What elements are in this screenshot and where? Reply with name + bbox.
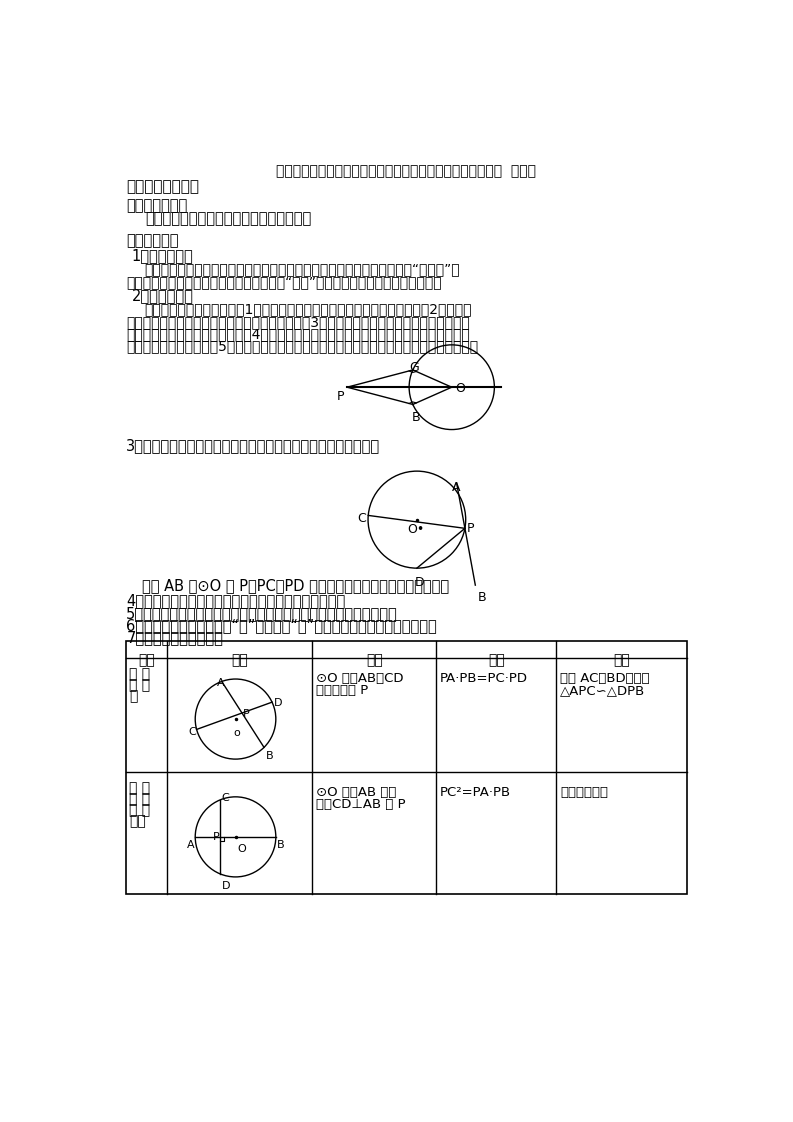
Text: 连结 AC、BD，证：: 连结 AC、BD，证：: [560, 672, 650, 686]
Text: O•: O•: [407, 523, 424, 535]
Text: 两个半径的夹角互补；（5）圆外一点与圆心的连线，平分过这点向圆引的两条切线所夹的角。: 两个半径的夹角互补；（5）圆外一点与圆心的连线，平分过这点向圆引的两条切线所夹的…: [126, 340, 478, 353]
Text: O: O: [455, 381, 465, 395]
Text: B: B: [477, 591, 486, 605]
Text: 切线长是在经过圆外一点的圆的切线上，这点和切点之间的线段的长度，“切线长”是: 切线长是在经过圆外一点的圆的切线上，这点和切点之间的线段的长度，“切线长”是: [144, 263, 460, 276]
Text: B: B: [412, 411, 420, 424]
Text: 对于切线长定理，应明确（1）若已知圆的两条切线相交，则切线长相等；（2）若已知: 对于切线长定理，应明确（1）若已知圆的两条切线相交，则切线长相等；（2）若已知: [144, 303, 472, 316]
Text: C: C: [188, 727, 196, 737]
Text: 切线上一条线段的长，具有数量的特征，而“切线”是一条直线，它不可以度量长度。: 切线上一条线段的长，具有数量的特征，而“切线”是一条直线，它不可以度量长度。: [126, 275, 442, 288]
Text: 图形: 图形: [231, 654, 247, 668]
Text: 5．弄清和圆有关的角：圆周角，圆心角，弦切角，圆内角，圆外角。: 5．弄清和圆有关的角：圆周角，圆心角，弦切角，圆内角，圆外角。: [126, 606, 398, 620]
Text: ⊙O 中，AB 为直: ⊙O 中，AB 为直: [316, 787, 396, 799]
Text: 用相交弦定理: 用相交弦定理: [560, 787, 608, 799]
Text: C: C: [358, 513, 366, 525]
Text: D: D: [274, 698, 283, 708]
Text: 两条切线平行，则圆上两个切点的连线为直径；（3）经过圆外一点引圆的两条切线，连结两: 两条切线平行，则圆上两个切点的连线为直径；（3）经过圆外一点引圆的两条切线，连结…: [126, 315, 470, 329]
Text: 3．弦切角、顶点在圆上，一边和圆相交，另一边和圆相切的角。: 3．弦切角、顶点在圆上，一边和圆相交，另一边和圆相切的角。: [126, 438, 381, 453]
Text: 【本讲教育信息】: 【本讲教育信息】: [126, 180, 199, 194]
Text: P: P: [243, 709, 250, 719]
Text: G: G: [410, 361, 419, 375]
Text: 径，CD⊥AB 于 P: 径，CD⊥AB 于 P: [316, 799, 406, 811]
Text: 6．遇到圆的切线，可联想“角”弦切角，“线”切线的性质定理及切线长定理。: 6．遇到圆的切线，可联想“角”弦切角，“线”切线的性质定理及切线长定理。: [126, 618, 437, 633]
Text: 定理: 定理: [138, 654, 155, 668]
Text: 证法: 证法: [613, 654, 630, 668]
Text: C: C: [222, 793, 229, 803]
Text: PC²=PA·PB: PC²=PA·PB: [440, 787, 511, 799]
Text: 已知: 已知: [366, 654, 383, 668]
Text: B: B: [266, 752, 274, 761]
Text: PA·PB=PC·PD: PA·PB=PC·PD: [440, 672, 528, 686]
Text: D: D: [415, 576, 424, 589]
Text: 1．切线长概念: 1．切线长概念: [132, 249, 193, 264]
Text: 理 的: 理 的: [129, 803, 151, 817]
Text: P: P: [336, 390, 344, 403]
Text: △APC∽△DPB: △APC∽△DPB: [560, 684, 646, 698]
Text: 初三数学切线长定理、弦切角、和圆有关的比例线段知识精讲  人教版: 初三数学切线长定理、弦切角、和圆有关的比例线段知识精讲 人教版: [276, 164, 536, 178]
Text: 一．教学内容：: 一．教学内容：: [126, 197, 187, 213]
Text: 直线 AB 切⊙O 于 P，PC、PD 为弦，图中几个弦切角呢？（四个）: 直线 AB 切⊙O 于 P，PC、PD 为弦，图中几个弦切角呢？（四个）: [142, 578, 449, 594]
Text: P: P: [213, 833, 219, 843]
Text: 为弦，交于 P: 为弦，交于 P: [316, 684, 369, 698]
Bar: [126, 642, 687, 894]
Text: 2．切线长定理: 2．切线长定理: [132, 288, 193, 304]
Text: 个切点可得到一个等腰三角形；（4）经过圆外一点引圆的两条切线，切线的夹角与过切点的: 个切点可得到一个等腰三角形；（4）经过圆外一点引圆的两条切线，切线的夹角与过切点…: [126, 328, 470, 341]
Text: 推论: 推论: [129, 813, 146, 828]
Text: A: A: [186, 840, 194, 850]
Text: 理: 理: [129, 689, 138, 703]
Text: ⊙O 中，AB、CD: ⊙O 中，AB、CD: [316, 672, 404, 686]
Text: B: B: [278, 840, 285, 850]
Text: 结论: 结论: [488, 654, 504, 668]
Text: A: A: [217, 679, 224, 689]
Text: P: P: [467, 522, 475, 535]
Text: 切线长定理、弦切角、和圆有关的比例线段: 切线长定理、弦切角、和圆有关的比例线段: [146, 212, 312, 227]
Text: ［学习目标］: ［学习目标］: [126, 233, 178, 248]
Text: 弦 定: 弦 定: [129, 679, 151, 692]
Text: 7．与圆有关的比例线段: 7．与圆有关的比例线段: [126, 631, 223, 645]
Text: 相 交: 相 交: [129, 668, 151, 681]
Text: o: o: [233, 728, 240, 738]
Text: 弦 定: 弦 定: [129, 792, 151, 807]
Text: D: D: [222, 881, 230, 891]
Text: O: O: [238, 844, 247, 854]
Text: A: A: [452, 481, 461, 495]
Text: 4．弦切角定理：弦切角等于其所夹的弧所对的圆周角。: 4．弦切角定理：弦切角等于其所夹的弧所对的圆周角。: [126, 594, 346, 608]
Text: 相 交: 相 交: [129, 781, 151, 795]
